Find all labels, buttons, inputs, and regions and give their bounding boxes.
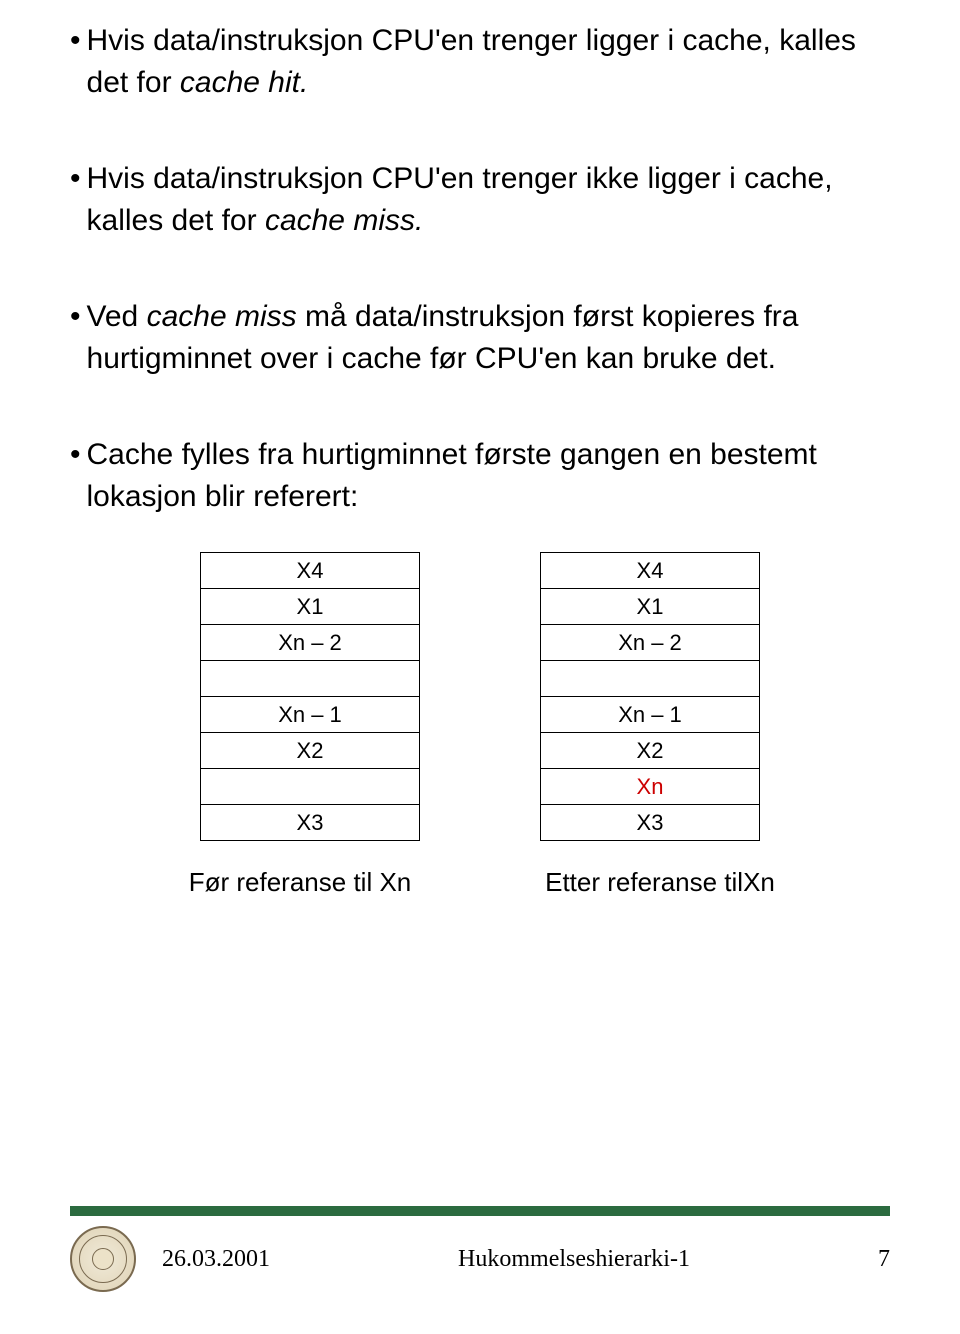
cell: Xn – 2 (541, 625, 760, 661)
cell: X1 (201, 589, 420, 625)
cell (201, 769, 420, 805)
caption-before: Før referanse til Xn (150, 867, 450, 898)
bullet-2-text: Hvis data/instruksjon CPU'en trenger ikk… (87, 158, 890, 242)
cell (201, 661, 420, 697)
cell: X2 (201, 733, 420, 769)
bullet-dot: • (70, 296, 81, 338)
bullet-4-text: Cache fylles fra hurtigminnet første gan… (87, 434, 890, 518)
bullet-3-text: Ved cache miss må data/instruksjon først… (87, 296, 890, 380)
bullet-3: • Ved cache miss må data/instruksjon før… (70, 296, 890, 380)
slide-content: • Hvis data/instruksjon CPU'en trenger l… (0, 0, 960, 898)
footer-divider (70, 1206, 890, 1216)
table-captions: Før referanse til Xn Etter referanse til… (70, 867, 890, 898)
bullet-dot: • (70, 20, 81, 62)
cell-highlight: Xn (541, 769, 760, 805)
footer-row: 26.03.2001 Hukommelseshierarki-1 7 (70, 1226, 890, 1292)
cell: Xn – 1 (201, 697, 420, 733)
university-seal-icon (70, 1226, 136, 1292)
bullet-2: • Hvis data/instruksjon CPU'en trenger i… (70, 158, 890, 242)
cell: Xn – 1 (541, 697, 760, 733)
b1-em: cache hit. (180, 66, 308, 99)
b3-em: cache miss (147, 300, 297, 333)
b3-pre1: Ved (87, 300, 147, 333)
table-after: X4 X1 Xn – 2 Xn – 1 X2 Xn X3 (540, 552, 760, 841)
b2-em: cache miss. (265, 204, 423, 237)
footer-title: Hukommelseshierarki-1 (458, 1246, 690, 1273)
cell: X3 (201, 805, 420, 841)
footer-left: 26.03.2001 (70, 1226, 270, 1292)
bullet-dot: • (70, 158, 81, 200)
table-before: X4 X1 Xn – 2 Xn – 1 X2 X3 (200, 552, 420, 841)
bullet-1-text: Hvis data/instruksjon CPU'en trenger lig… (87, 20, 890, 104)
cell: X1 (541, 589, 760, 625)
footer-date: 26.03.2001 (162, 1246, 270, 1273)
cell: X4 (541, 553, 760, 589)
b2-pre: Hvis data/instruksjon CPU'en trenger ikk… (87, 162, 833, 237)
footer-page-number: 7 (878, 1246, 890, 1273)
cell: X2 (541, 733, 760, 769)
bullet-dot: • (70, 434, 81, 476)
cell: X4 (201, 553, 420, 589)
caption-after: Etter referanse tilXn (510, 867, 810, 898)
cell: X3 (541, 805, 760, 841)
cell (541, 661, 760, 697)
bullet-1: • Hvis data/instruksjon CPU'en trenger l… (70, 20, 890, 104)
cell: Xn – 2 (201, 625, 420, 661)
bullet-4: • Cache fylles fra hurtigminnet første g… (70, 434, 890, 518)
tables-container: X4 X1 Xn – 2 Xn – 1 X2 X3 X4 X1 Xn – 2 X… (70, 552, 890, 841)
slide-footer: 26.03.2001 Hukommelseshierarki-1 7 (0, 1206, 960, 1292)
